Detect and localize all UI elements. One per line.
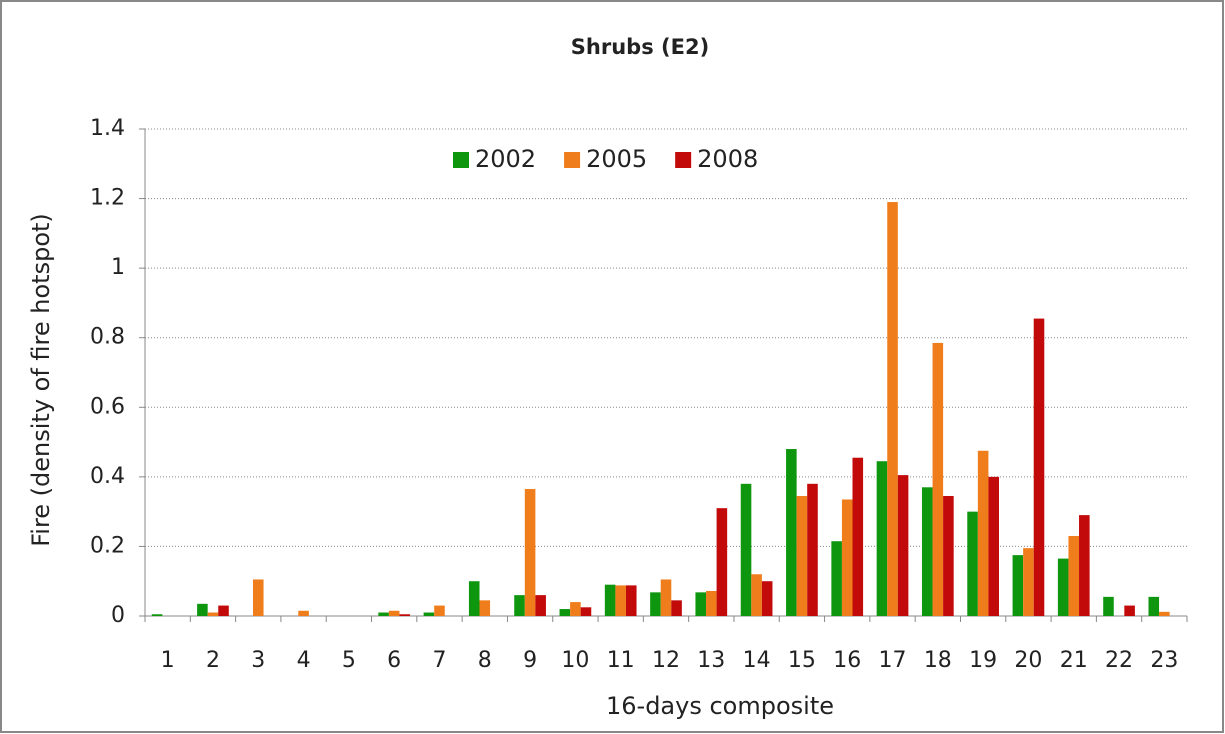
bar [1159,611,1170,616]
x-tick-label: 2 [206,648,220,673]
legend-swatch [453,152,469,168]
bar [695,592,707,616]
x-tick-label: 9 [523,648,537,673]
x-tick-label: 20 [1014,648,1042,673]
bar [615,585,626,616]
bar [1079,515,1090,616]
bar [524,489,536,616]
bar [580,607,592,616]
legend-label: 2002 [475,145,536,173]
bar [218,605,229,616]
bar [796,495,808,616]
bar [604,584,616,616]
bar [671,600,682,616]
bar [716,508,728,616]
bar [298,610,309,616]
y-tick-label: 0 [111,603,125,628]
x-tick-label: 22 [1105,648,1133,673]
bar [570,602,581,616]
bar [1033,318,1045,616]
bar [852,457,864,616]
x-tick-label: 14 [743,648,771,673]
x-tick-label: 15 [788,648,816,673]
bar [1068,535,1080,616]
x-tick-label: 19 [969,648,997,673]
x-tick-label: 6 [387,648,401,673]
bar [841,499,853,616]
legend-swatch [675,152,692,168]
y-tick-label: 1.2 [90,186,125,211]
bar [197,603,208,616]
x-axis-label: 16-days composite [606,692,834,720]
bar [479,600,491,616]
bar [967,511,978,616]
bar [807,483,818,616]
y-tick-label: 0.2 [90,533,125,558]
bar [1023,548,1034,616]
bar [1103,596,1114,616]
bar [1012,555,1024,616]
bar [388,610,400,616]
y-tick-label: 1 [111,255,125,280]
bar [943,495,954,616]
x-tick-label: 8 [478,648,492,673]
bar [399,614,411,616]
bar [468,581,480,616]
legend-label: 2005 [586,145,647,173]
bar [988,476,999,616]
x-tick-label: 10 [561,648,589,673]
bar [1148,596,1160,616]
bar [831,541,842,616]
x-tick-label: 11 [607,648,635,673]
bar [514,595,525,616]
x-tick-label: 3 [251,648,265,673]
bar [977,450,989,616]
x-tick-label: 12 [652,648,680,673]
x-tick-label: 18 [924,648,952,673]
x-tick-label: 4 [297,648,311,673]
bar [761,581,773,616]
bar [535,595,546,616]
chart-title: Shrubs (E2) [571,35,709,59]
x-tick-label: 7 [432,648,446,673]
x-tick-label: 5 [342,648,356,673]
bar [650,592,661,616]
x-tick-label: 17 [879,648,907,673]
x-tick-label: 16 [833,648,861,673]
y-axis-label: Fire (density of fire hotspot) [27,213,55,547]
bar [706,590,717,616]
bar [1124,605,1135,616]
bar [751,574,762,616]
y-tick-label: 0.6 [90,394,125,419]
y-tick-label: 0.4 [90,464,125,489]
bar [252,579,264,616]
bar [932,342,944,616]
legend-label: 2008 [697,145,758,173]
y-tick-label: 1.4 [90,116,125,141]
bar [423,612,435,616]
bar [876,461,888,616]
bar [897,475,909,616]
bar [151,614,163,616]
x-tick-label: 23 [1150,648,1178,673]
bar [207,612,219,616]
legend-swatch [564,152,581,168]
bar [434,605,445,616]
bar [887,202,898,617]
x-tick-label: 21 [1060,648,1088,673]
y-tick-label: 0.8 [90,325,125,350]
bar [1057,558,1069,616]
bar [660,579,672,616]
x-tick-label: 1 [161,648,175,673]
x-tick-label: 13 [697,648,725,673]
bar [786,449,797,616]
bar [378,612,389,616]
bar [625,585,637,616]
bar [559,609,571,616]
bar [921,487,933,616]
bar [740,483,752,616]
